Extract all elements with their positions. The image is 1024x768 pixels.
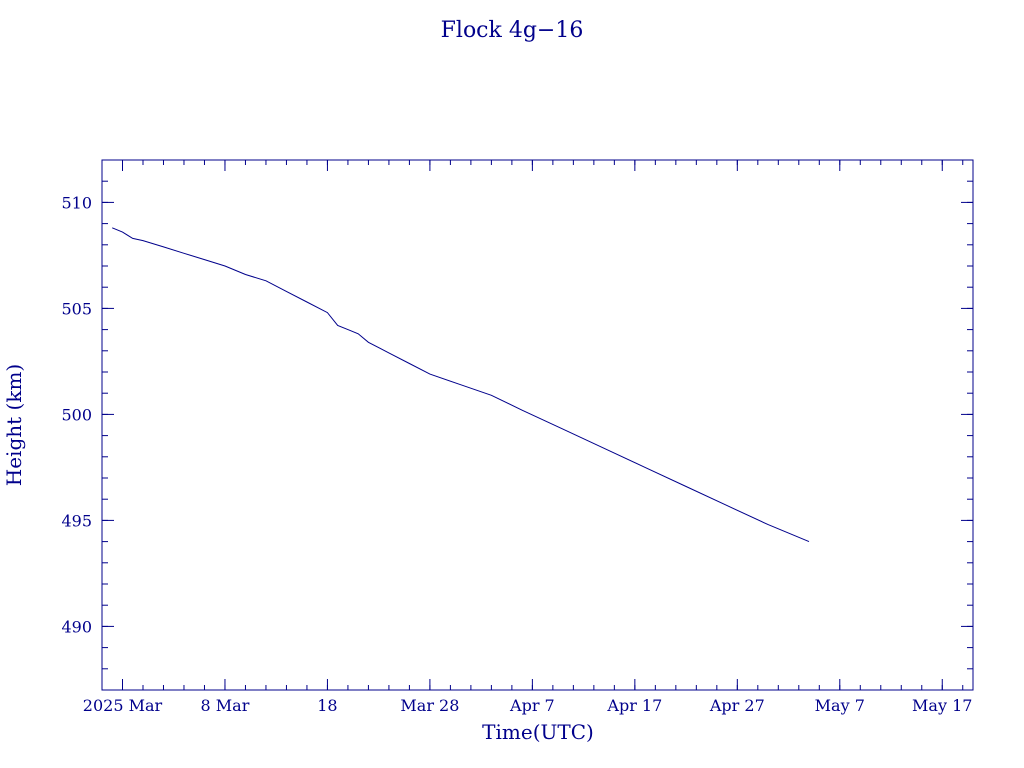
x-tick-label: Apr 17 [606,696,662,715]
x-tick-label: Apr 27 [709,696,765,715]
x-tick-label: 2025 Mar [83,696,163,715]
x-tick-label: 8 Mar [201,696,250,715]
y-tick-label: 510 [61,193,92,212]
x-tick-label: Mar 28 [400,696,459,715]
y-axis-title: Height (km) [2,364,26,486]
y-tick-label: 495 [61,511,92,530]
x-tick-label: Apr 7 [509,696,555,715]
y-tick-label: 505 [61,299,92,318]
x-tick-label: 18 [317,696,337,715]
y-tick-label: 500 [61,405,92,424]
axis-ticks [101,159,973,691]
chart-title: Flock 4g−16 [441,18,584,43]
x-axis-title: Time(UTC) [482,720,594,744]
x-tick-label: May 17 [912,696,972,715]
series-line [112,227,810,543]
axis-tick-labels: 2025 Mar 8 Mar 18 Mar 28 Apr 7 Apr 17 Apr 27 Ma… [61,193,972,715]
y-tick-label: 490 [61,617,92,636]
plot-frame [101,159,974,691]
x-tick-label: May 7 [815,696,865,715]
